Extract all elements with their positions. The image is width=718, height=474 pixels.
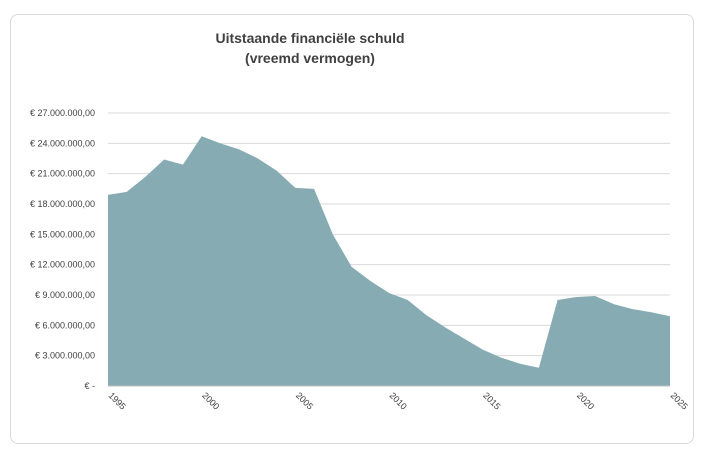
y-tick-label: € 9.000.000,00 [35, 290, 95, 300]
x-axis-tick-labels: 1995 2000 2005 2010 2015 2020 2025 [107, 390, 690, 411]
chart-title-line1: Uitstaande financiële schuld [215, 30, 405, 46]
x-tick-label: 2000 [200, 390, 221, 411]
y-tick-label: € 24.000.000,00 [30, 138, 95, 148]
x-tick-label: 1995 [107, 390, 128, 411]
chart-title-line2: (vreemd vermogen) [245, 50, 375, 66]
y-tick-label: € 15.000.000,00 [30, 229, 95, 239]
y-axis-tick-labels: € - € 3.000.000,00 € 6.000.000,00 € 9.000.0… [30, 108, 95, 391]
x-tick-label: 2020 [575, 390, 596, 411]
x-tick-label: 2025 [669, 390, 690, 411]
y-tick-label: € 3.000.000,00 [35, 351, 95, 361]
x-tick-label: 2015 [481, 390, 502, 411]
y-tick-label: € 21.000.000,00 [30, 169, 95, 179]
area-series-fill [108, 136, 670, 386]
y-tick-label: € 12.000.000,00 [30, 260, 95, 270]
y-tick-label: € 18.000.000,00 [30, 199, 95, 209]
x-tick-label: 2010 [388, 390, 409, 411]
y-tick-label: € 27.000.000,00 [30, 108, 95, 118]
area-series [108, 136, 670, 386]
x-tick-label: 2005 [294, 390, 315, 411]
y-tick-label: € 6.000.000,00 [35, 320, 95, 330]
chart-title: Uitstaande financiële schuld (vreemd ver… [180, 28, 440, 68]
y-tick-label: € - [84, 381, 95, 391]
